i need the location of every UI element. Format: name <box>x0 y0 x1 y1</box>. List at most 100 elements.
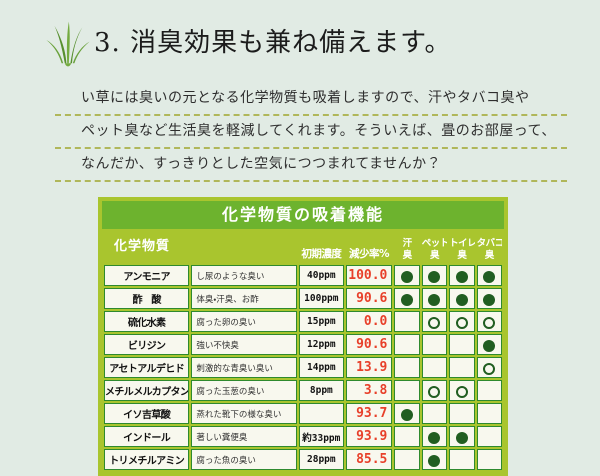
col-header-sweat-odor: 汗臭 <box>394 231 420 263</box>
initial-concentration-value: 28ppm <box>298 449 344 470</box>
intro-line-3: なんだか、すっきりとした空気につつまれてませんか？ <box>55 149 567 182</box>
page-title: 3. 消臭効果も兼ね備えます。 <box>94 28 452 58</box>
tobacco-odor-mark-cell <box>476 311 502 332</box>
tobacco-odor-mark-cell <box>476 426 502 447</box>
sweat-odor-mark-cell <box>394 426 420 447</box>
open-dot-icon <box>483 316 496 329</box>
substance-name: 硫化水素 <box>104 311 190 332</box>
reduction-rate-value: 3.8 <box>345 380 393 401</box>
initial-concentration-value: 15ppm <box>298 311 344 332</box>
reduction-rate-value: 0.0 <box>345 311 393 332</box>
initial-concentration-value <box>298 403 344 424</box>
filled-dot-icon <box>455 431 468 444</box>
table-row: ビリジン 強い不快臭 12ppm 90.6 <box>104 334 502 355</box>
toilet-odor-mark-cell <box>449 288 475 309</box>
filled-dot-icon <box>401 408 414 421</box>
toilet-odor-mark-cell <box>449 380 475 401</box>
filled-dot-icon <box>428 431 441 444</box>
col-header-reduction-rate: 減少率% <box>345 231 393 263</box>
toilet-odor-mark-cell <box>449 357 475 378</box>
col-header-pet-odor: ペット臭 <box>421 231 448 263</box>
filled-dot-icon <box>483 339 496 352</box>
substance-description: 腐った卵の臭い <box>191 311 297 332</box>
table-row: イソ吉草酸 蒸れた靴下の様な臭い 93.7 <box>104 403 502 424</box>
reduction-rate-value: 93.9 <box>345 426 393 447</box>
substance-description: 蒸れた靴下の様な臭い <box>191 403 297 424</box>
table-row: トリメチルアミン 腐った魚の臭い 28ppm 85.5 <box>104 449 502 470</box>
col-header-toilet-odor: トイレ臭 <box>449 231 475 263</box>
open-dot-icon <box>483 362 496 375</box>
filled-dot-icon <box>455 293 468 306</box>
pet-odor-mark-cell <box>421 265 448 286</box>
sweat-odor-mark-cell <box>394 265 420 286</box>
sweat-odor-mark-cell <box>394 288 420 309</box>
reduction-rate-value: 13.9 <box>345 357 393 378</box>
toilet-odor-mark-cell <box>449 265 475 286</box>
initial-concentration-value: 100ppm <box>298 288 344 309</box>
sweat-odor-mark-cell <box>394 403 420 424</box>
col-header-substance: 化学物質 <box>104 231 297 263</box>
toilet-odor-mark-cell <box>449 426 475 447</box>
pet-odor-mark-cell <box>421 357 448 378</box>
table-row: 硫化水素 腐った卵の臭い 15ppm 0.0 <box>104 311 502 332</box>
substance-name: トリメチルアミン <box>104 449 190 470</box>
reduction-rate-value: 85.5 <box>345 449 393 470</box>
page: { "header": { "title": "3. 消臭効果も兼ね備えます。"… <box>46 21 567 476</box>
filled-dot-icon <box>483 270 496 283</box>
tobacco-odor-mark-cell <box>476 357 502 378</box>
substance-description: 強い不快臭 <box>191 334 297 355</box>
substance-name: イソ吉草酸 <box>104 403 190 424</box>
initial-concentration-value: 14ppm <box>298 357 344 378</box>
filled-dot-icon <box>428 454 441 467</box>
substance-name: アセトアルデヒド <box>104 357 190 378</box>
col-header-tobacco-odor: タバコ臭 <box>476 231 502 263</box>
substance-name: インドール <box>104 426 190 447</box>
pet-odor-mark-cell <box>421 449 448 470</box>
substance-description: 腐った玉葱の臭い <box>191 380 297 401</box>
sweat-odor-mark-cell <box>394 449 420 470</box>
substance-description: し尿のような臭い <box>191 265 297 286</box>
toilet-odor-mark-cell <box>449 449 475 470</box>
filled-dot-icon <box>401 293 414 306</box>
grass-icon <box>46 21 90 67</box>
initial-concentration-value: 40ppm <box>298 265 344 286</box>
tobacco-odor-mark-cell <box>476 265 502 286</box>
sweat-odor-mark-cell <box>394 311 420 332</box>
table-row: インドール 著しい糞便臭 約33ppm 93.9 <box>104 426 502 447</box>
reduction-rate-value: 93.7 <box>345 403 393 424</box>
substance-name: ビリジン <box>104 334 190 355</box>
pet-odor-mark-cell <box>421 288 448 309</box>
initial-concentration-value: 約33ppm <box>298 426 344 447</box>
sweat-odor-mark-cell <box>394 357 420 378</box>
sweat-odor-mark-cell <box>394 380 420 401</box>
table-row: アセトアルデヒド 刺激的な青臭い臭い 14ppm 13.9 <box>104 357 502 378</box>
table-title: 化学物質の吸着機能 <box>102 201 504 229</box>
tobacco-odor-mark-cell <box>476 403 502 424</box>
col-header-initial-concentration: 初期濃度 <box>298 231 344 263</box>
reduction-rate-value: 90.6 <box>345 334 393 355</box>
initial-concentration-value: 12ppm <box>298 334 344 355</box>
substance-description: 腐った魚の臭い <box>191 449 297 470</box>
table-row: メチルメルカプタン 腐った玉葱の臭い 8ppm 3.8 <box>104 380 502 401</box>
pet-odor-mark-cell <box>421 403 448 424</box>
table-row: 酢 酸 体臭・汗臭、お酢 100ppm 90.6 <box>104 288 502 309</box>
substance-name: メチルメルカプタン <box>104 380 190 401</box>
open-dot-icon <box>428 385 441 398</box>
intro-paragraph: い草には臭いの元となる化学物質も吸着しますので、汗やタバコ臭や ペット臭など生活… <box>55 83 567 182</box>
substance-name: アンモニア <box>104 265 190 286</box>
tobacco-odor-mark-cell <box>476 288 502 309</box>
pet-odor-mark-cell <box>421 311 448 332</box>
tobacco-odor-mark-cell <box>476 449 502 470</box>
toilet-odor-mark-cell <box>449 403 475 424</box>
substance-description: 著しい糞便臭 <box>191 426 297 447</box>
tobacco-odor-mark-cell <box>476 334 502 355</box>
initial-concentration-value: 8ppm <box>298 380 344 401</box>
pet-odor-mark-cell <box>421 334 448 355</box>
table-body: アンモニア し尿のような臭い 40ppm 100.0 酢 酸 体臭・汗臭、お酢 … <box>104 265 502 470</box>
substance-description: 刺激的な青臭い臭い <box>191 357 297 378</box>
open-dot-icon <box>455 385 468 398</box>
filled-dot-icon <box>428 293 441 306</box>
adsorption-table: 化学物質 初期濃度 減少率% 汗臭 ペット臭 トイレ臭 タバコ臭 アンモニア し… <box>102 229 504 472</box>
open-dot-icon <box>428 316 441 329</box>
sweat-odor-mark-cell <box>394 334 420 355</box>
